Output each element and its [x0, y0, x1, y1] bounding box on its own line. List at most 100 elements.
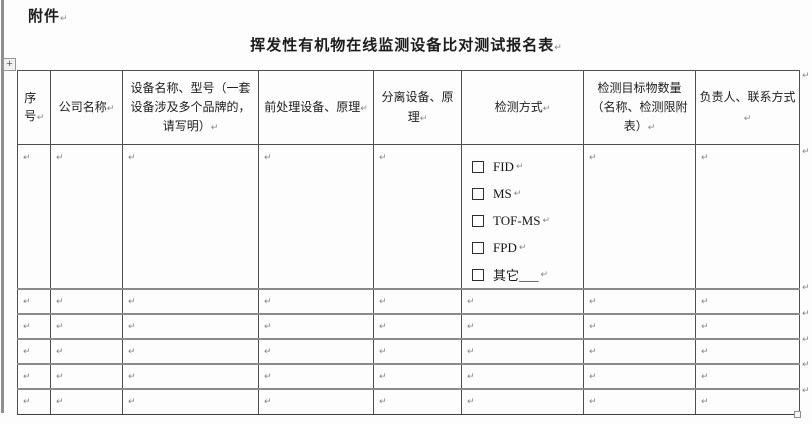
checkbox-fpd[interactable]: [472, 241, 484, 254]
table-cell[interactable]: ↵: [258, 338, 374, 365]
page-left-edge: [1, 0, 4, 413]
table-cell[interactable]: ↵: [122, 313, 259, 340]
checkbox-label: 其它___: [493, 268, 539, 283]
table-cell[interactable]: ↵: [583, 288, 696, 315]
paragraph-mark-icon: ↵: [542, 215, 550, 226]
header-label: 序号: [24, 90, 37, 123]
table-cell[interactable]: ↵: [258, 288, 374, 315]
pilcrow-mark: ↵: [379, 397, 387, 407]
paragraph-mark-icon: ↵: [36, 112, 45, 123]
table-cell[interactable]: ↵: [50, 313, 123, 340]
pilcrow-mark: ↵: [264, 153, 272, 163]
table-cell[interactable]: ↵: [583, 144, 696, 290]
pilcrow-mark: ↵: [701, 322, 709, 332]
detection-method-cell[interactable]: FID ↵ MS ↵ TOF-MS ↵ FPD ↵: [461, 144, 584, 290]
checkbox-option-ms: MS ↵: [472, 180, 583, 207]
header-detection-method: 检测方式↵: [461, 70, 584, 145]
table-cell[interactable]: ↵: [461, 388, 584, 415]
table-cell[interactable]: ↵: [17, 313, 51, 340]
table-cell[interactable]: ↵: [695, 338, 800, 365]
table-cell[interactable]: ↵: [373, 144, 462, 290]
table-cell[interactable]: ↵: [583, 388, 696, 415]
row-end-mark: ↵: [802, 360, 810, 370]
table-cell[interactable]: ↵: [50, 363, 123, 390]
table-cell[interactable]: ↵: [461, 363, 584, 390]
table-cell[interactable]: ↵: [122, 144, 259, 290]
table-cell[interactable]: ↵: [583, 338, 696, 365]
table-cell[interactable]: ↵: [373, 313, 462, 340]
table-cell[interactable]: ↵: [258, 144, 374, 290]
paragraph-mark-icon: ↵: [360, 103, 368, 114]
table-cell[interactable]: ↵: [461, 313, 584, 340]
table-move-handle[interactable]: +: [3, 58, 16, 71]
header-label: 分离设备、原理: [381, 90, 454, 124]
table-cell[interactable]: ↵: [122, 363, 259, 390]
table-cell[interactable]: ↵: [373, 388, 462, 415]
checkbox-option-other: 其它___ ↵: [472, 261, 583, 288]
pilcrow-mark: ↵: [467, 347, 475, 357]
pilcrow-mark: ↵: [589, 397, 597, 407]
table-cell[interactable]: ↵: [17, 388, 51, 415]
row-end-mark: ↵: [802, 386, 810, 396]
pilcrow-mark: ↵: [128, 322, 136, 332]
pilcrow-mark: ↵: [701, 297, 709, 307]
header-company-name: 公司名称↵: [50, 70, 123, 145]
table-cell[interactable]: ↵: [583, 313, 696, 340]
attachment-heading: 附件↵: [28, 5, 68, 26]
table-cell[interactable]: ↵: [17, 288, 51, 315]
table-cell[interactable]: ↵: [373, 363, 462, 390]
header-label: 设备名称、型号（一套设备涉及多个品牌的，请写明）: [130, 80, 251, 134]
table-cell[interactable]: ↵: [695, 144, 800, 290]
table-cell[interactable]: ↵: [50, 288, 123, 315]
pilcrow-mark: ↵: [467, 397, 475, 407]
row-end-mark: ↵: [802, 283, 810, 293]
paragraph-mark-icon: ↵: [554, 43, 562, 53]
pilcrow-mark: ↵: [56, 297, 64, 307]
checkbox-fid[interactable]: [472, 160, 484, 173]
table-cell[interactable]: ↵: [17, 338, 51, 365]
checkbox-tof-ms[interactable]: [472, 214, 484, 227]
pilcrow-mark: ↵: [467, 372, 475, 382]
table-cell[interactable]: ↵: [50, 338, 123, 365]
table-cell[interactable]: ↵: [50, 144, 123, 290]
table-cell[interactable]: ↵: [17, 363, 51, 390]
checkbox-other[interactable]: [472, 268, 484, 281]
paragraph-mark-icon: ↵: [419, 113, 428, 124]
checkbox-label: MS: [493, 185, 512, 201]
checkbox-label: FID: [493, 158, 514, 174]
paragraph-mark-icon: ↵: [542, 103, 551, 114]
form-title-text: 挥发性有机物在线监测设备比对测试报名表: [250, 37, 555, 54]
pilcrow-mark: ↵: [56, 322, 64, 332]
pilcrow-mark: ↵: [589, 347, 597, 357]
table-cell[interactable]: ↵: [583, 363, 696, 390]
registration-table: 序号↵ 公司名称↵ 设备名称、型号（一套设备涉及多个品牌的，请写明）↵ 前处理设…: [17, 70, 800, 415]
table-cell[interactable]: ↵: [258, 388, 374, 415]
table-resize-handle[interactable]: [794, 411, 801, 418]
checkbox-ms[interactable]: [472, 187, 484, 200]
table-cell[interactable]: ↵: [373, 338, 462, 365]
table-cell[interactable]: ↵: [373, 288, 462, 315]
pilcrow-mark: ↵: [23, 347, 31, 357]
pilcrow-mark: ↵: [701, 347, 709, 357]
pilcrow-mark: ↵: [128, 153, 136, 163]
table-cell[interactable]: ↵: [695, 363, 800, 390]
table-cell[interactable]: ↵: [122, 388, 259, 415]
row-end-mark: ↵: [802, 309, 810, 319]
header-contact-person: 负责人、联系方式 ↵: [695, 70, 800, 145]
checkbox-label: FPD: [493, 239, 517, 255]
table-cell[interactable]: ↵: [50, 388, 123, 415]
table-cell[interactable]: ↵: [461, 338, 584, 365]
pilcrow-mark: ↵: [128, 297, 136, 307]
table-cell[interactable]: ↵: [461, 288, 584, 315]
table-cell[interactable]: ↵: [695, 313, 800, 340]
table-cell[interactable]: ↵: [17, 144, 51, 290]
checkbox-option-tof-ms: TOF-MS ↵: [472, 207, 583, 234]
table-cell[interactable]: ↵: [695, 288, 800, 315]
table-cell[interactable]: ↵: [122, 338, 259, 365]
table-cell[interactable]: ↵: [258, 363, 374, 390]
table-cell[interactable]: ↵: [122, 288, 259, 315]
attachment-label: 附件: [28, 8, 61, 25]
table-cell[interactable]: ↵: [258, 313, 374, 340]
pilcrow-mark: ↵: [701, 397, 709, 407]
table-cell[interactable]: ↵: [695, 388, 800, 415]
